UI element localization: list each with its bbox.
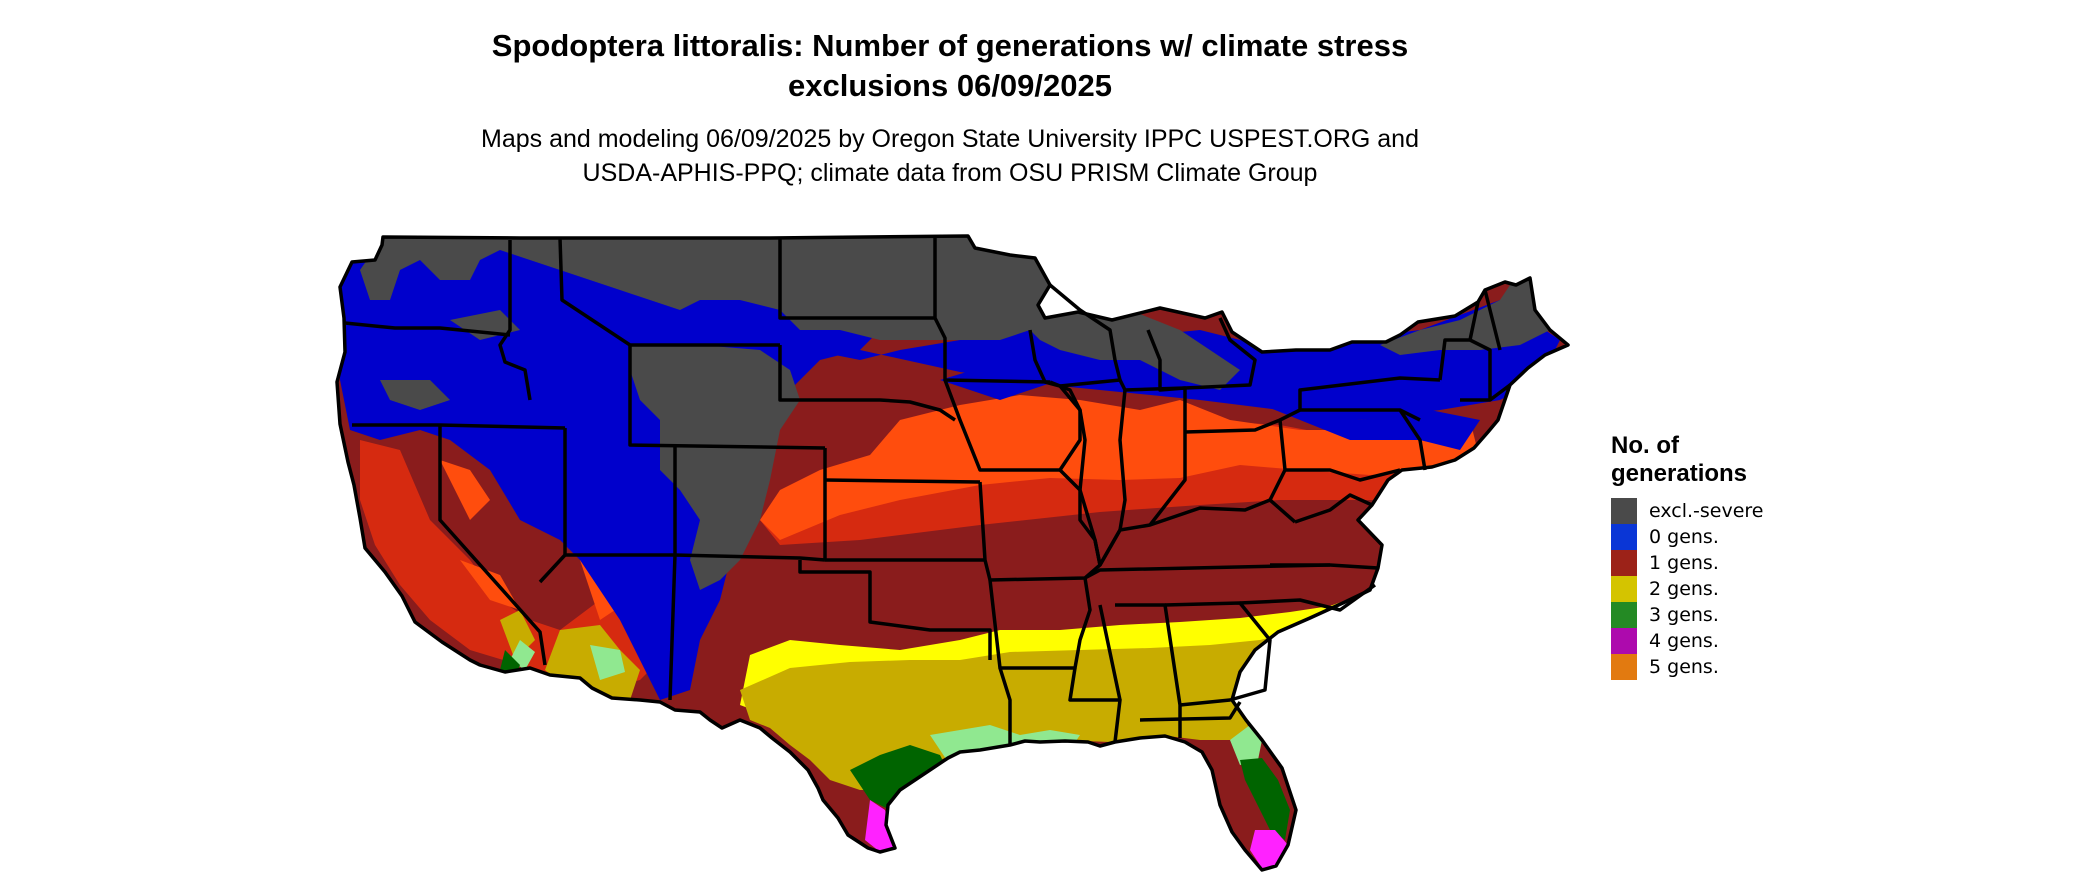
legend-items: excl.-severe 0 gens. 1 gens. 2 gens. 3 gens.… <box>1611 498 1831 680</box>
border-sd-ne <box>778 345 956 422</box>
map-title: Spodoptera littoralis: Number of generat… <box>0 26 1900 106</box>
border-nd-sd <box>778 238 935 320</box>
legend-swatch <box>1611 550 1637 576</box>
border-wv-md <box>1285 468 1401 482</box>
map-subtitle: Maps and modeling 06/09/2025 by Oregon S… <box>0 122 1900 190</box>
zone-excluded-pnw <box>380 310 520 410</box>
zone-excluded-mountain <box>630 345 800 590</box>
legend-label: 4 gens. <box>1649 630 1719 652</box>
border-az-nm <box>668 554 677 701</box>
border-wa-or <box>344 321 511 337</box>
legend-label: 5 gens. <box>1649 656 1719 678</box>
border-al-ga <box>1164 601 1272 707</box>
legend-label: excl.-severe <box>1649 500 1764 522</box>
legend-swatch <box>1611 524 1637 550</box>
border-nj <box>1398 409 1427 471</box>
border-mt-wy <box>558 237 780 347</box>
legend-title: No. of generations <box>1611 432 1831 488</box>
border-ne-ks <box>824 478 981 484</box>
border-new-england <box>1438 301 1512 402</box>
legend-item: 5 gens. <box>1611 654 1831 680</box>
legend-swatch <box>1611 576 1637 602</box>
border-fl-north <box>1139 701 1242 722</box>
legend-label: 1 gens. <box>1649 552 1719 574</box>
border-ok-tx <box>798 560 992 660</box>
border-co-nm <box>674 553 826 562</box>
legend-item: 3 gens. <box>1611 602 1831 628</box>
title-line-2: exclusions 06/09/2025 <box>787 68 1112 103</box>
border-in <box>1124 386 1187 527</box>
legend-item: 0 gens. <box>1611 524 1831 550</box>
legend-title-line-2: generations <box>1611 460 1748 487</box>
legend-label: 3 gens. <box>1649 604 1719 626</box>
subtitle-line-2: USDA-APHIS-PPQ; climate data from OSU PR… <box>582 159 1318 187</box>
border-me-nh <box>1483 289 1502 351</box>
legend-label: 2 gens. <box>1649 578 1719 600</box>
legend-swatch <box>1611 628 1637 654</box>
legend-title-line-1: No. of <box>1611 432 1679 459</box>
border-mn-east <box>933 236 1051 384</box>
border-ia <box>943 379 1082 472</box>
legend-swatch <box>1611 498 1637 524</box>
legend-swatch <box>1611 654 1637 680</box>
border-pa-ny <box>1279 376 1441 422</box>
subtitle-line-1: Maps and modeling 06/09/2025 by Oregon S… <box>481 125 1419 153</box>
zone-zero-generations-north-2 <box>940 360 1480 450</box>
zone-excluded-northeast <box>1380 278 1550 355</box>
us-outline <box>335 234 1570 872</box>
border-ar <box>988 577 1092 670</box>
title-line-1: Spodoptera littoralis: Number of generat… <box>491 28 1409 63</box>
legend-item: 2 gens. <box>1611 576 1831 602</box>
legend-item: 1 gens. <box>1611 550 1831 576</box>
border-ca-nv <box>438 425 547 666</box>
border-tn <box>1084 563 1331 580</box>
zone-two-gen-gold <box>740 630 1310 790</box>
border-la <box>998 667 1122 745</box>
legend-item: excl.-severe <box>1611 498 1831 524</box>
border-mi <box>1146 317 1257 392</box>
legend-swatch <box>1611 602 1637 628</box>
zone-one-gen-light <box>760 395 1480 540</box>
zone-excluded-north <box>360 236 1050 340</box>
border-ms-al <box>1098 603 1182 738</box>
border-il <box>1058 379 1127 567</box>
zone-excluded-great-lakes <box>1020 290 1240 390</box>
map-legend: No. of generations excl.-severe 0 gens. 1 … <box>1611 432 1831 680</box>
border-va <box>1270 493 1379 570</box>
state-borders <box>335 234 1570 872</box>
legend-label: 0 gens. <box>1649 526 1719 548</box>
border-nc-sc <box>1239 583 1377 612</box>
legend-item: 4 gens. <box>1611 628 1831 654</box>
generation-zones <box>337 236 1568 870</box>
border-id-west <box>498 240 532 401</box>
border-wy-co <box>628 345 826 450</box>
